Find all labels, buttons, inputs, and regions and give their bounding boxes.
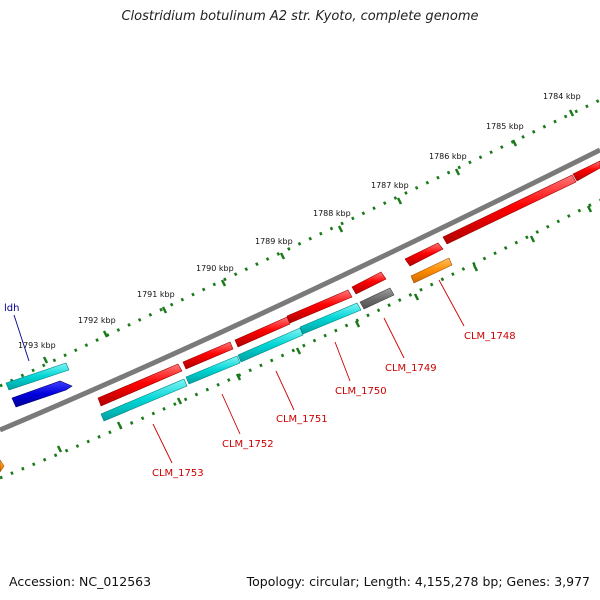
gene-label-clm-1749: CLM_1749 — [385, 363, 437, 374]
accession-text: Accession: NC_012563 — [9, 574, 152, 589]
cds-clm-1752[interactable] — [185, 355, 241, 385]
reverse-strand-genes — [0, 257, 453, 473]
forward-gene[interactable] — [286, 289, 353, 324]
leader-clm-1748 — [438, 279, 465, 327]
orange-gene-edge[interactable] — [0, 459, 5, 473]
inner-major-ticks — [56, 205, 593, 453]
tick-label: 1790 kbp — [196, 264, 234, 273]
forward-gene[interactable] — [351, 271, 387, 295]
gene-label-ldh: ldh — [4, 303, 19, 314]
topology-text: Topology: circular; Length: 4,155,278 bp… — [246, 574, 590, 589]
cds-clm-1748[interactable] — [410, 257, 453, 284]
leader-clm-1750 — [334, 341, 351, 382]
leader-clm-1752 — [221, 393, 241, 435]
forward-gene[interactable] — [572, 160, 600, 182]
tick-label: 1784 kbp — [543, 92, 581, 101]
tick-label: 1793 kbp — [18, 341, 56, 350]
cds-clm-1751[interactable] — [237, 327, 304, 363]
tick-label: 1786 kbp — [429, 152, 467, 161]
gene-label-clm-1748: CLM_1748 — [464, 331, 516, 342]
tick-label: 1788 kbp — [313, 209, 351, 218]
forward-gene[interactable] — [234, 316, 291, 348]
leader-clm-1749 — [383, 317, 405, 359]
tick-label: 1787 kbp — [371, 181, 409, 190]
forward-gene[interactable] — [404, 242, 444, 267]
leader-ldh — [13, 314, 30, 362]
gene-label-clm-1753: CLM_1753 — [152, 468, 204, 479]
outer-ruler — [0, 98, 600, 388]
tick-label: 1792 kbp — [78, 316, 116, 325]
forward-gene[interactable] — [182, 341, 234, 370]
forward-strand-genes — [97, 160, 600, 407]
leader-clm-1751 — [275, 370, 295, 411]
cds-clm-1750[interactable] — [299, 302, 362, 335]
leader-clm-1753 — [152, 423, 173, 464]
label-leaders — [13, 279, 465, 464]
tick-label: 1785 kbp — [486, 122, 524, 131]
map-title: Clostridium botulinum A2 str. Kyoto, com… — [121, 9, 479, 24]
genome-backbone — [0, 147, 600, 433]
gene-label-clm-1750: CLM_1750 — [335, 386, 387, 397]
gene-label-clm-1751: CLM_1751 — [276, 414, 328, 425]
cyan-gene-left[interactable] — [5, 362, 70, 391]
tick-label: 1791 kbp — [137, 290, 175, 299]
tick-label: 1789 kbp — [255, 237, 293, 246]
forward-gene[interactable] — [442, 174, 577, 245]
cds-clm-1753[interactable] — [100, 378, 188, 422]
gene-clm-1749[interactable] — [359, 287, 395, 310]
forward-gene[interactable] — [97, 363, 183, 407]
outer-major-ticks — [42, 109, 575, 364]
gene-label-clm-1752: CLM_1752 — [222, 439, 274, 450]
cds-ldh[interactable] — [11, 380, 73, 408]
